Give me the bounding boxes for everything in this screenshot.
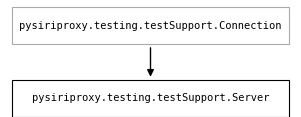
FancyBboxPatch shape [12, 80, 289, 117]
FancyBboxPatch shape [12, 7, 289, 44]
Text: pysiriproxy.testing.testSupport.Server: pysiriproxy.testing.testSupport.Server [32, 93, 269, 103]
Text: pysiriproxy.testing.testSupport.Connection: pysiriproxy.testing.testSupport.Connecti… [19, 21, 282, 31]
